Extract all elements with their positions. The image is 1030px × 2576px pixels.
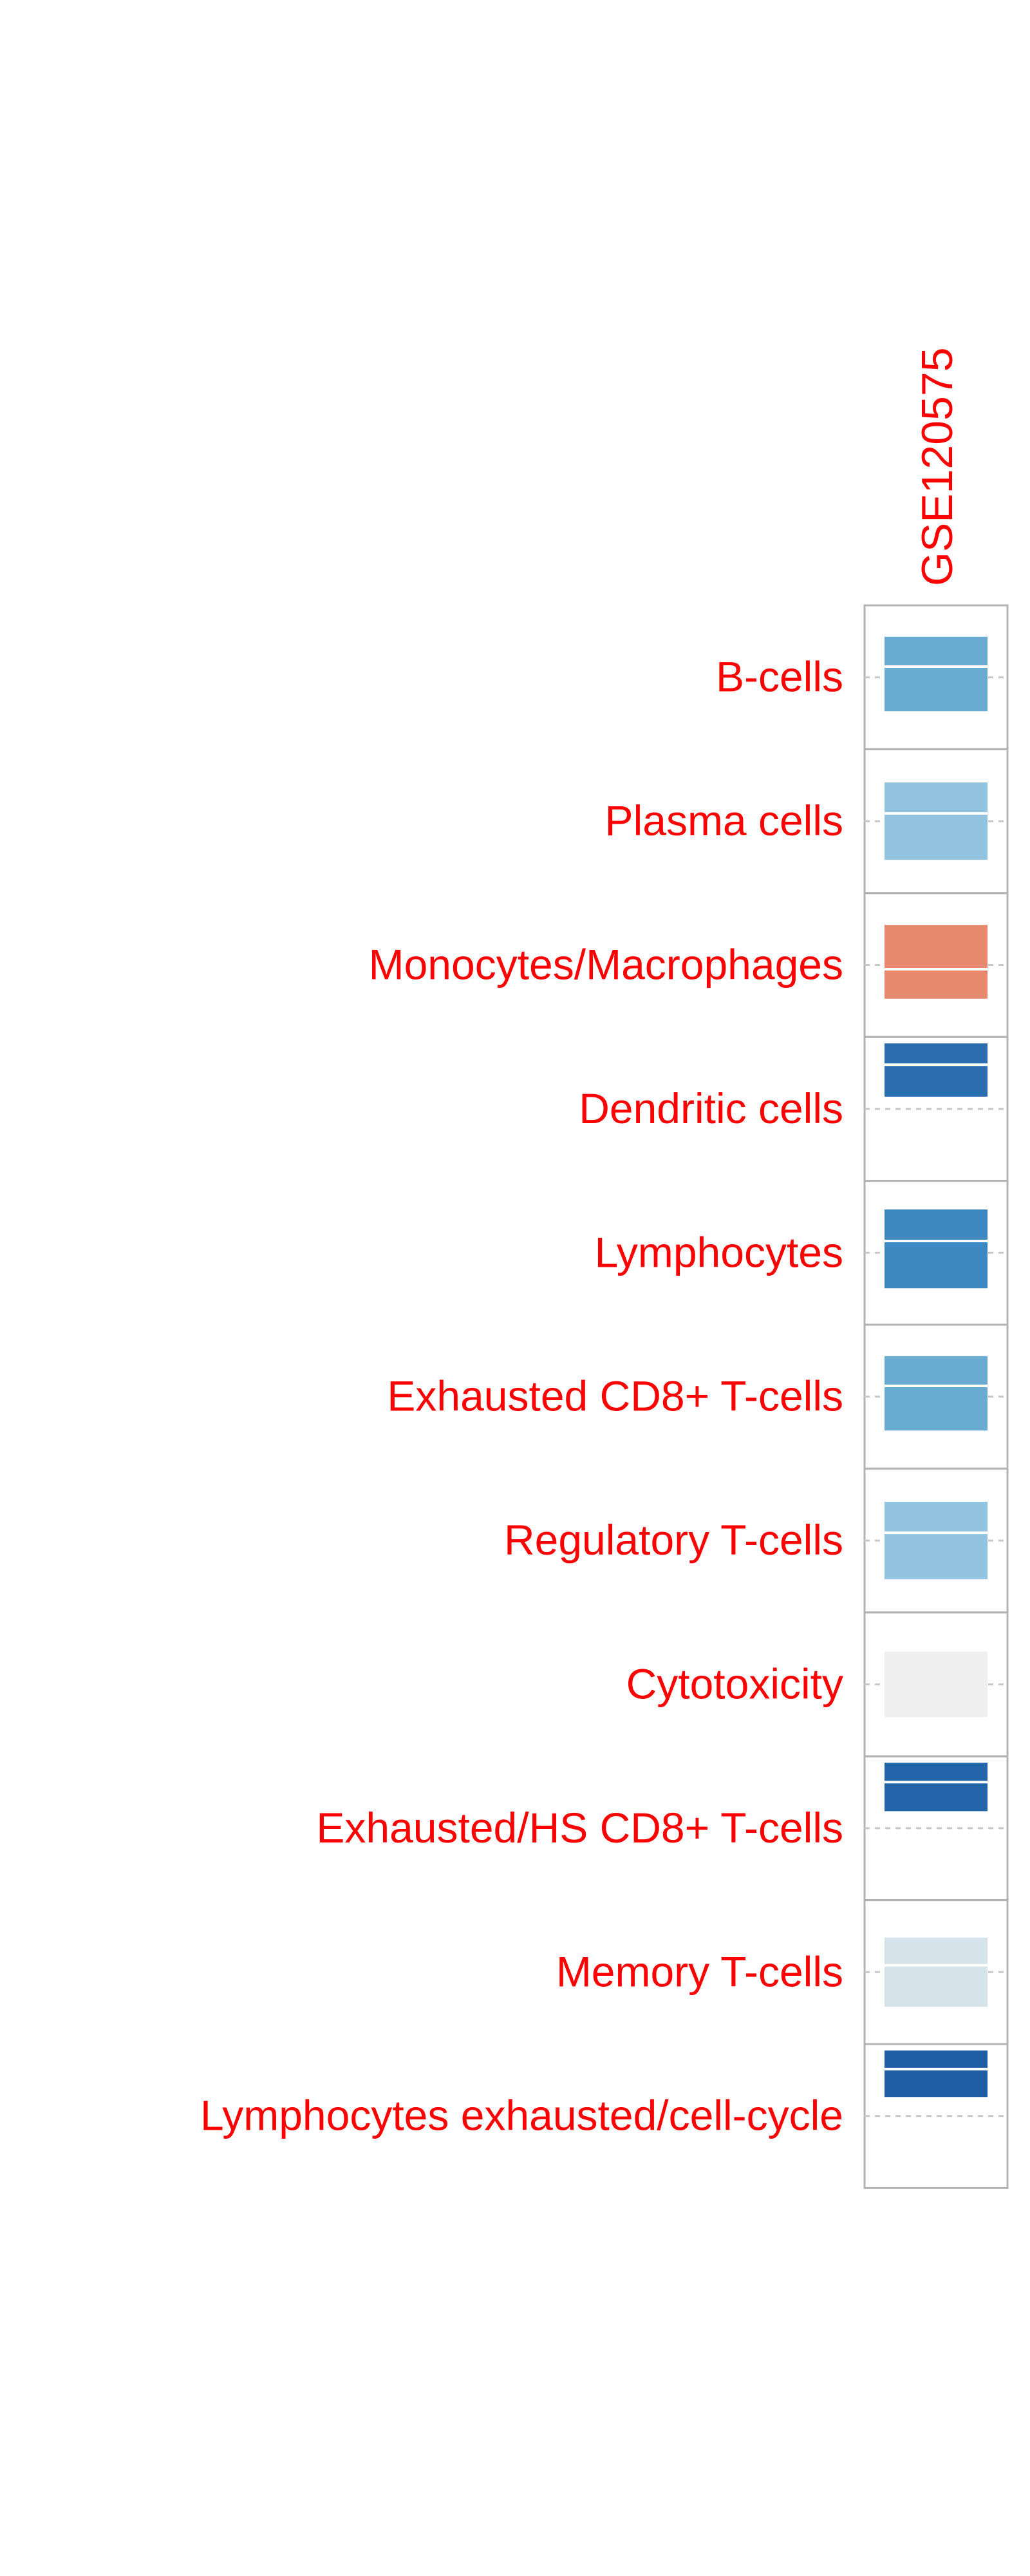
- row-label: Lymphocytes exhausted/cell-cycle: [200, 2092, 843, 2139]
- row-label: Monocytes/Macrophages: [369, 941, 843, 989]
- heatmap-bar: [885, 1043, 988, 1097]
- heatmap-bar: [885, 2050, 988, 2098]
- row-label: Cytotoxicity: [626, 1660, 843, 1708]
- heatmap-bar: [885, 782, 988, 860]
- row-label: Exhausted CD8+ T-cells: [387, 1372, 843, 1420]
- row-label: Lymphocytes: [595, 1228, 843, 1276]
- heatmap-rows: B-cells Plasma cells Monocytes/Macrophages…: [200, 604, 1009, 2189]
- row-label: Regulatory T-cells: [504, 1516, 843, 1564]
- heatmap-bar: [885, 1209, 988, 1289]
- row-label: Memory T-cells: [556, 1947, 843, 1995]
- row-label: B-cells: [716, 653, 843, 701]
- column-label: GSE120575: [913, 347, 962, 586]
- heatmap-bar: [885, 1356, 988, 1431]
- heatmap-bar: [885, 636, 988, 712]
- heatmap-bar: [885, 1651, 988, 1718]
- heatmap-bar: [885, 1937, 988, 2007]
- row-label: Dendritic cells: [579, 1084, 843, 1132]
- row-label: Exhausted/HS CD8+ T-cells: [316, 1804, 843, 1852]
- heatmap-bar: [885, 925, 988, 999]
- heatmap-bar: [885, 1501, 988, 1580]
- heatmap-bar: [885, 1763, 988, 1812]
- row-label: Plasma cells: [605, 797, 843, 844]
